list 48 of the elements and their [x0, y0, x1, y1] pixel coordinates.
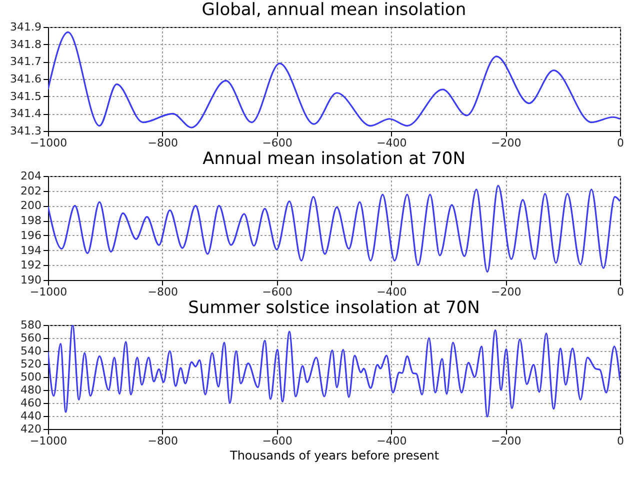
y-tick-label: 198: [20, 214, 42, 228]
y-tick-label: 200: [20, 199, 42, 212]
x-tick-label: 0: [617, 136, 624, 150]
chart-title: Summer solstice insolation at 70N: [188, 298, 480, 318]
y-tick-label: 520: [20, 358, 42, 370]
x-tick-label: −800: [148, 286, 178, 298]
x-tick-label: −800: [148, 136, 178, 150]
y-tick-label: 196: [20, 228, 42, 242]
x-tick-label: −600: [262, 136, 292, 150]
x-axis-title: Thousands of years before present: [228, 448, 440, 462]
y-tick-label: 202: [20, 184, 42, 198]
chart-title: Global, annual mean insolation: [202, 0, 466, 20]
y-tick-label: 341.4: [10, 107, 42, 120]
x-tick-label: −400: [376, 434, 407, 448]
y-tick-label: 204: [20, 170, 42, 182]
x-tick-label: −800: [148, 434, 178, 448]
y-tick-label: 192: [20, 258, 42, 272]
y-tick-label: 500: [20, 370, 42, 384]
line-series: [48, 184, 620, 273]
line-series: [48, 31, 620, 128]
y-tick-label: 420: [20, 422, 42, 436]
x-tick-label: −1000: [30, 434, 68, 448]
x-tick-label: −200: [490, 434, 522, 448]
x-tick-label: −1000: [30, 286, 68, 298]
y-tick-label: 341.7: [10, 55, 42, 68]
x-tick-label: −400: [376, 286, 407, 298]
y-tick-label: 540: [20, 344, 42, 358]
y-tick-label: 190: [20, 274, 42, 286]
x-tick-label: 0: [617, 286, 624, 298]
y-tick-label: 194: [20, 244, 42, 257]
x-tick-label: −200: [490, 286, 522, 298]
y-tick-label: 440: [20, 410, 42, 422]
x-tick-label: −600: [262, 286, 292, 298]
x-tick-label: 0: [617, 434, 624, 448]
y-tick-label: 341.9: [10, 20, 42, 34]
y-tick-label: 460: [20, 396, 42, 410]
y-tick-label: 560: [20, 332, 42, 344]
chart-title: Annual mean insolation at 70N: [202, 149, 466, 169]
x-tick-label: −1000: [30, 136, 68, 150]
y-tick-label: 580: [20, 318, 42, 332]
x-tick-label: −200: [490, 136, 522, 150]
y-tick-label: 341.8: [10, 38, 42, 51]
y-tick-label: 341.6: [10, 72, 42, 86]
x-tick-label: −400: [376, 136, 407, 150]
x-tick-label: −600: [262, 434, 292, 448]
y-tick-label: 480: [20, 384, 42, 396]
y-tick-label: 341.5: [10, 90, 42, 103]
y-tick-label: 341.3: [10, 124, 42, 138]
